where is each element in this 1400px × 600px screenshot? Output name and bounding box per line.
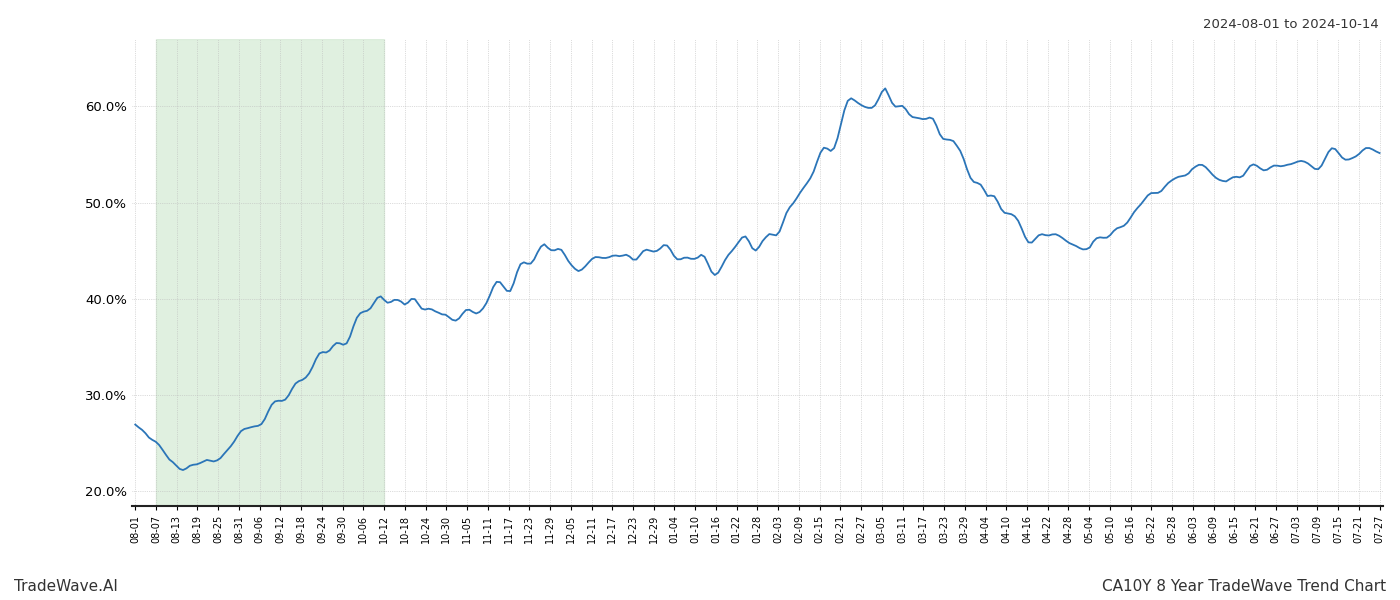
Text: 2024-08-01 to 2024-10-14: 2024-08-01 to 2024-10-14 (1203, 18, 1379, 31)
Bar (155, 39, 384, 506)
Text: TradeWave.AI: TradeWave.AI (14, 579, 118, 594)
Text: CA10Y 8 Year TradeWave Trend Chart: CA10Y 8 Year TradeWave Trend Chart (1102, 579, 1386, 594)
